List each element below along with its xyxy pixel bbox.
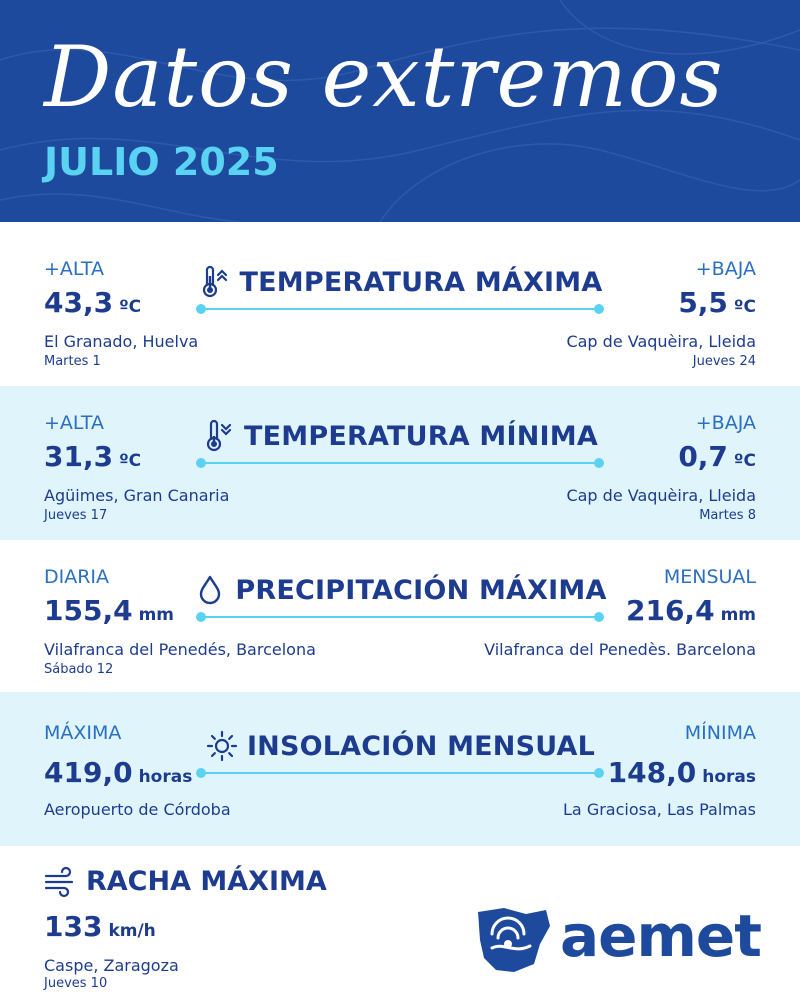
- left-date: Martes 1: [44, 354, 101, 369]
- header-banner: Datos extremos JULIO 2025: [0, 0, 800, 222]
- right-label: +BAJA: [695, 412, 756, 434]
- left-value: 419,0 horas: [44, 756, 192, 789]
- sun-icon: [206, 730, 238, 762]
- left-value-number: 155,4: [44, 594, 133, 627]
- right-date: Jueves 24: [692, 354, 756, 369]
- left-location: Vilafranca del Penedés, Barcelona: [44, 640, 316, 659]
- wind-value-unit: km/h: [108, 921, 156, 941]
- right-label: MÍNIMA: [684, 722, 756, 744]
- section-title: TEMPERATURA MÍNIMA: [244, 420, 598, 452]
- section-temperatura-minima: +ALTA 31,3 ºC Agüimes, Gran Canaria Jueve…: [0, 386, 800, 540]
- right-value-unit: ºC: [733, 297, 756, 317]
- left-value: 155,4 mm: [44, 594, 174, 627]
- section-title: INSOLACIÓN MENSUAL: [246, 730, 596, 762]
- range-line: [196, 612, 604, 622]
- right-value-unit: ºC: [733, 451, 756, 471]
- right-value: 216,4 mm: [626, 594, 756, 627]
- left-value-unit: horas: [138, 767, 193, 787]
- right-value-number: 216,4: [625, 594, 715, 627]
- section-heading: INSOLACIÓN MENSUAL: [190, 726, 610, 766]
- wind-date: Jueves 10: [44, 976, 108, 991]
- aemet-logo-icon: [478, 908, 550, 972]
- range-line: [196, 304, 604, 314]
- aemet-logo-text: aemet: [560, 902, 762, 970]
- range-line: [196, 768, 604, 778]
- right-value: 0,7 ºC: [678, 440, 756, 473]
- wind-heading: RACHA MÁXIMA: [44, 864, 327, 898]
- left-value-number: 31,3: [44, 440, 114, 473]
- section-title: PRECIPITACIÓN MÁXIMA: [235, 574, 607, 606]
- wind-value-number: 133: [44, 910, 103, 943]
- water-drop-icon: [200, 575, 221, 605]
- wind-value: 133 km/h: [44, 910, 156, 943]
- right-location: Cap de Vaquèira, Lleida: [566, 486, 756, 505]
- left-label: MÁXIMA: [44, 722, 122, 744]
- right-value-number: 0,7: [678, 440, 728, 473]
- left-value-number: 43,3: [44, 286, 114, 319]
- left-label: DIARIA: [44, 566, 110, 588]
- left-label: +ALTA: [44, 412, 105, 434]
- left-value: 31,3 ºC: [44, 440, 141, 473]
- section-title: TEMPERATURA MÁXIMA: [239, 266, 603, 298]
- section-heading: TEMPERATURA MÍNIMA: [190, 416, 610, 456]
- right-value-unit: mm: [720, 605, 756, 625]
- left-date: Sábado 12: [44, 662, 114, 677]
- section-precipitacion-maxima: DIARIA 155,4 mm Vilafranca del Penedés, B…: [0, 540, 800, 694]
- left-location: Aeropuerto de Córdoba: [44, 800, 231, 819]
- section-heading: PRECIPITACIÓN MÁXIMA: [190, 570, 610, 610]
- right-value-unit: horas: [702, 767, 756, 787]
- left-value-unit: mm: [138, 605, 175, 625]
- left-location: El Granado, Huelva: [44, 332, 199, 351]
- left-value-number: 419,0: [44, 756, 133, 789]
- left-value: 43,3 ºC: [44, 286, 141, 319]
- thermometer-down-icon: [206, 419, 232, 452]
- page-title: Datos extremos: [44, 28, 724, 126]
- left-date: Jueves 17: [44, 508, 108, 523]
- wind-icon: [44, 866, 74, 898]
- range-line: [196, 458, 604, 468]
- wind-location: Caspe, Zaragoza: [44, 956, 179, 975]
- left-value-unit: ºC: [119, 451, 142, 471]
- right-location: Cap de Vaquèira, Lleida: [566, 332, 756, 351]
- right-date: Martes 8: [699, 508, 756, 523]
- aemet-logo: aemet: [474, 902, 764, 976]
- right-location: La Graciosa, Las Palmas: [563, 800, 756, 819]
- section-insolacion-mensual: MÁXIMA 419,0 horas Aeropuerto de Córdoba …: [0, 692, 800, 846]
- section-temperatura-maxima: +ALTA 43,3 ºC El Granado, Huelva Martes 1…: [0, 232, 800, 386]
- section-racha-maxima: RACHA MÁXIMA 133 km/h Caspe, Zaragoza Jue…: [0, 846, 800, 1000]
- thermometer-up-icon: [202, 265, 227, 298]
- right-label: MENSUAL: [663, 566, 756, 588]
- right-value-number: 5,5: [678, 286, 728, 319]
- right-value-number: 148,0: [607, 756, 697, 789]
- section-heading: TEMPERATURA MÁXIMA: [190, 262, 610, 302]
- left-value-unit: ºC: [119, 297, 142, 317]
- right-value: 148,0 horas: [608, 756, 756, 789]
- wind-title: RACHA MÁXIMA: [86, 865, 327, 897]
- page-subtitle: JULIO 2025: [44, 140, 279, 184]
- left-label: +ALTA: [44, 258, 105, 280]
- right-label: +BAJA: [695, 258, 756, 280]
- wave-pattern: [0, 0, 800, 222]
- right-value: 5,5 ºC: [678, 286, 756, 319]
- left-location: Agüimes, Gran Canaria: [44, 486, 230, 505]
- right-location: Vilafranca del Penedès. Barcelona: [484, 640, 756, 659]
